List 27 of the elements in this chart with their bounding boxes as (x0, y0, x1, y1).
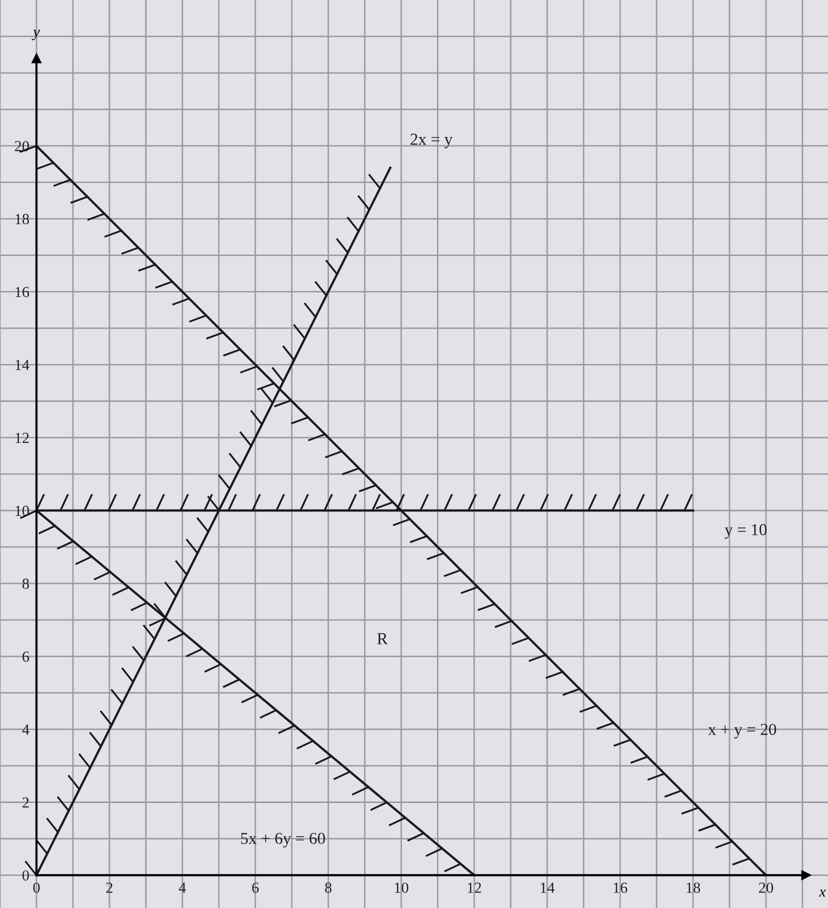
x-tick-label: 18 (686, 882, 700, 893)
y-tick-label: 16 (16, 286, 30, 298)
y-tick-label: 14 (16, 360, 30, 370)
x-tick-label: 0 (33, 882, 40, 893)
y-tick-label: 4 (22, 724, 30, 735)
y-axis-title: y (32, 30, 40, 40)
y-tick-label: 6 (22, 652, 30, 662)
annotation: 2x = y (410, 134, 453, 148)
x-tick-label: 2 (106, 882, 112, 893)
x-tick-label: 12 (468, 882, 481, 893)
x-tick-label: 8 (325, 882, 332, 893)
x-axis-title: x (818, 890, 826, 897)
x-tick-label: 20 (759, 882, 774, 893)
annotation: 5x + 6y = 60 (241, 832, 325, 848)
y-tick-label: 12 (16, 432, 29, 443)
y-tick-label: 0 (22, 870, 29, 881)
x-tick-label: 14 (540, 882, 555, 893)
y-tick-label: 18 (16, 214, 29, 224)
x-tick-label: 4 (178, 882, 186, 893)
y-tick-label: 8 (22, 578, 29, 589)
annotation: x + y = 20 (708, 724, 776, 738)
x-tick-label: 6 (252, 882, 259, 893)
x-tick-label: 10 (394, 882, 408, 893)
annotation: y = 10 (724, 524, 767, 539)
x-tick-label: 16 (614, 882, 628, 893)
y-tick-label: 2 (22, 797, 29, 808)
annotation: R (377, 633, 388, 644)
